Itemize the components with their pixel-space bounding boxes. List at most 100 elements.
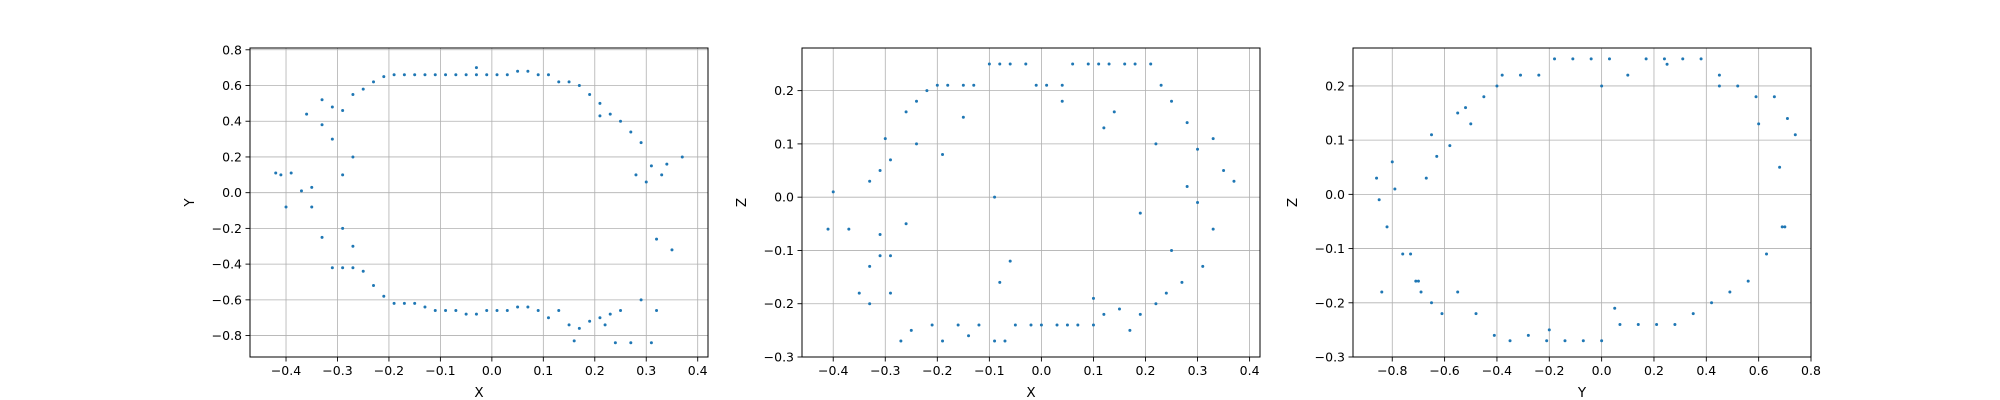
plot-area <box>1353 48 1811 357</box>
data-point <box>536 73 540 77</box>
data-point <box>1636 322 1640 326</box>
data-point <box>588 92 592 96</box>
x-tick-label: −0.2 <box>1534 363 1564 378</box>
data-point <box>1390 160 1394 164</box>
data-point <box>1691 312 1695 316</box>
data-point <box>967 334 971 338</box>
data-point <box>629 130 633 134</box>
data-point <box>444 309 448 313</box>
data-point <box>1456 290 1460 294</box>
x-tick-label: 0.2 <box>585 363 605 378</box>
y-tick-label: 0.0 <box>774 190 794 205</box>
x-tick-label: −0.4 <box>818 363 848 378</box>
y-tick-label: 0.2 <box>222 149 242 164</box>
data-point <box>351 155 355 159</box>
data-point <box>433 309 437 313</box>
data-point <box>629 341 633 345</box>
data-point <box>505 309 509 313</box>
data-point <box>1102 312 1106 316</box>
data-point <box>1055 323 1059 327</box>
data-point <box>372 284 376 288</box>
data-point <box>1133 62 1137 66</box>
data-point <box>1076 323 1080 327</box>
data-point <box>1138 312 1142 316</box>
data-point <box>1008 259 1012 263</box>
x-tick-label: 0.2 <box>1136 363 1156 378</box>
x-tick-label: −0.2 <box>374 363 404 378</box>
data-point <box>1185 185 1189 189</box>
data-point <box>915 99 918 103</box>
data-point <box>1138 211 1142 215</box>
data-point <box>1045 83 1049 87</box>
data-point <box>464 73 468 77</box>
data-point <box>1201 264 1205 268</box>
data-point <box>639 298 643 302</box>
data-point <box>1424 176 1428 180</box>
data-point <box>1785 116 1789 120</box>
y-tick-label: 0.2 <box>1325 78 1345 93</box>
data-point <box>320 123 324 127</box>
scatter-panel-x-y: −0.4 −0.3 −0.2 −0.1 0.0 0.1 0.2 0.3 0.4 −0.8 −0.6 −… <box>182 42 709 400</box>
data-point <box>320 98 324 102</box>
data-point <box>402 73 406 77</box>
x-tick-label: 0.3 <box>1188 363 1208 378</box>
data-point <box>341 226 345 230</box>
y-tick-label: −0.3 <box>764 350 794 365</box>
data-point <box>341 173 345 177</box>
data-point <box>1029 323 1033 327</box>
data-point <box>474 73 478 77</box>
data-point <box>1728 290 1732 294</box>
y-tick-label: −0.2 <box>1315 295 1345 310</box>
data-point <box>655 237 659 241</box>
data-point <box>310 185 314 189</box>
data-point <box>361 87 365 91</box>
data-point <box>998 280 1002 284</box>
data-point <box>930 323 934 327</box>
data-point <box>1419 290 1423 294</box>
data-point <box>1013 323 1017 327</box>
x-tick-label: −0.6 <box>1429 363 1459 378</box>
data-point <box>320 235 324 239</box>
data-point <box>1746 279 1750 283</box>
data-point <box>274 171 278 175</box>
y-tick-label: 0.2 <box>774 83 794 98</box>
data-point <box>330 105 334 109</box>
data-point <box>1409 252 1413 256</box>
data-point <box>1518 73 1522 77</box>
data-point <box>1469 122 1473 126</box>
data-point <box>619 309 623 313</box>
data-point <box>904 222 908 226</box>
data-point <box>351 244 355 248</box>
data-point <box>464 312 468 316</box>
data-point <box>567 323 571 327</box>
data-point <box>526 305 530 309</box>
data-point <box>351 92 355 96</box>
data-point <box>1180 280 1184 284</box>
data-point <box>1571 57 1575 61</box>
data-point <box>603 323 607 327</box>
y-tick-label: 0.4 <box>222 114 242 129</box>
data-point <box>1553 57 1557 61</box>
data-point <box>310 205 314 209</box>
y-tick-label: 0.8 <box>222 42 242 57</box>
data-point <box>1003 339 1007 343</box>
axes-frame <box>801 47 1261 358</box>
data-point <box>1545 339 1549 343</box>
data-point <box>1626 73 1630 77</box>
data-point <box>1414 279 1418 283</box>
data-point <box>1112 110 1116 114</box>
data-point <box>868 302 872 306</box>
data-point <box>847 227 851 231</box>
data-point <box>305 112 309 116</box>
data-point <box>977 323 981 327</box>
data-point <box>1416 279 1420 283</box>
x-tick-label: 0.0 <box>482 363 502 378</box>
y-tick-label: −0.4 <box>212 257 242 272</box>
data-point <box>1091 296 1095 300</box>
data-point <box>1154 302 1158 306</box>
data-point <box>505 73 509 77</box>
x-axis-label: X <box>474 385 483 400</box>
y-tick-label: −0.8 <box>212 328 242 343</box>
x-tick-label: −0.3 <box>870 363 900 378</box>
x-tick-label: −0.4 <box>271 363 301 378</box>
